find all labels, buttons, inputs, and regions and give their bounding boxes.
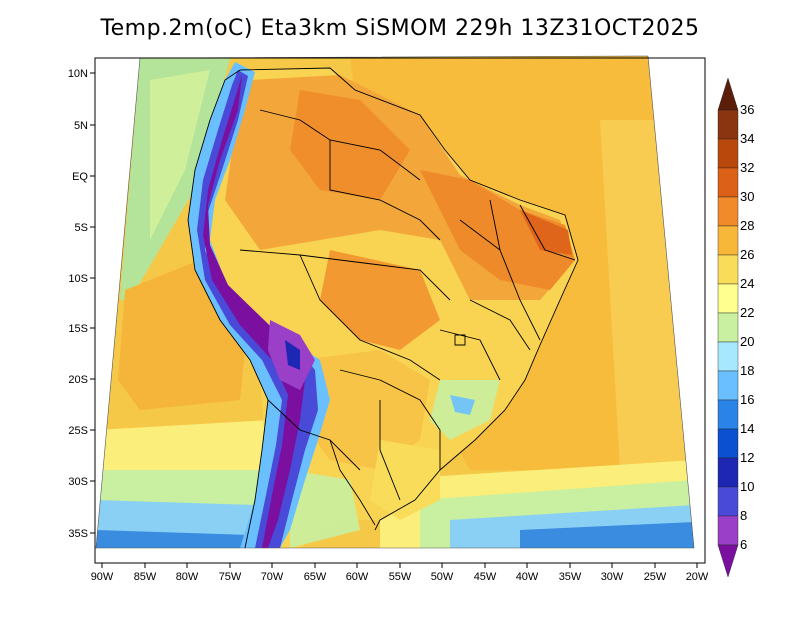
- colorbar-label: 18: [740, 363, 754, 378]
- colorbar-label: 30: [740, 189, 754, 204]
- colorbar: 36 34 32 30 28 26 24 22 20 18 16 14 12 1…: [717, 77, 754, 578]
- colorbar-swatch: [717, 370, 739, 401]
- colorbar-label: 36: [740, 102, 754, 117]
- colorbar-label: 10: [740, 479, 754, 494]
- domain-frame: [95, 55, 695, 549]
- lat-label: 10S: [68, 273, 88, 285]
- lat-label: 35S: [68, 528, 88, 540]
- colorbar-swatch: [717, 167, 739, 198]
- colorbar-swatch: [717, 254, 739, 285]
- lon-label: 30W: [601, 571, 624, 583]
- lon-axis: 90W 85W 80W 75W 70W 65W 60W 55W 50W 45W …: [91, 563, 709, 583]
- lon-label: 90W: [91, 571, 114, 583]
- colorbar-cap-bottom: [717, 544, 739, 578]
- lon-label: 80W: [176, 571, 199, 583]
- colorbar-label: 12: [740, 450, 754, 465]
- colorbar-label: 26: [740, 247, 754, 262]
- lat-label: 5N: [74, 120, 88, 132]
- temperature-field: [96, 56, 694, 548]
- colorbar-label: 32: [740, 160, 754, 175]
- lon-label: 25W: [644, 571, 667, 583]
- colorbar-swatch: [717, 399, 739, 430]
- lat-label: EQ: [72, 171, 88, 183]
- colorbar-label: 20: [740, 334, 754, 349]
- lon-label: 45W: [474, 571, 497, 583]
- lon-label: 50W: [431, 571, 454, 583]
- lon-label: 20W: [686, 571, 709, 583]
- colorbar-swatch: [717, 283, 739, 314]
- lat-label: 20S: [68, 374, 88, 386]
- colorbar-label: 6: [740, 537, 747, 552]
- colorbar-swatch: [717, 225, 739, 256]
- lon-label: 75W: [219, 571, 242, 583]
- lon-label: 55W: [389, 571, 412, 583]
- colorbar-label: 34: [740, 131, 754, 146]
- lat-label: 25S: [68, 425, 88, 437]
- colorbar-label: 8: [740, 508, 747, 523]
- lon-label: 60W: [346, 571, 369, 583]
- colorbar-label: 14: [740, 421, 754, 436]
- boundaries: [187, 67, 579, 549]
- colorbar-swatch: [717, 515, 739, 546]
- colorbar-swatch: [717, 457, 739, 488]
- lon-label: 85W: [134, 571, 157, 583]
- colorbar-swatch: [717, 196, 739, 227]
- lat-label: 15S: [68, 323, 88, 335]
- colorbar-swatch: [717, 486, 739, 517]
- pacific-coast: [187, 69, 269, 549]
- andes: [203, 75, 305, 548]
- colorbar-label: 22: [740, 305, 754, 320]
- colorbar-label: 28: [740, 218, 754, 233]
- colorbar-label: 16: [740, 392, 754, 407]
- atlantic-coast: [239, 67, 579, 531]
- colorbar-swatch: [717, 312, 739, 343]
- colorbar-swatch: [717, 428, 739, 459]
- lat-label: 5S: [75, 222, 88, 234]
- lon-label: 40W: [516, 571, 539, 583]
- lat-axis: 10N 5N EQ 5S 10S 15S 20S 25S 30S 35S: [68, 68, 95, 540]
- colorbar-swatch: [717, 109, 739, 140]
- lon-label: 70W: [261, 571, 284, 583]
- colorbar-swatch: [717, 138, 739, 169]
- colorbar-label: 24: [740, 276, 754, 291]
- lat-label: 10N: [68, 68, 88, 80]
- map-title: Temp.2m(oC) Eta3km SiSMOM 229h 13Z31OCT2…: [100, 16, 700, 41]
- colorbar-swatch: [717, 341, 739, 372]
- lon-label: 65W: [304, 571, 327, 583]
- lat-label: 30S: [68, 476, 88, 488]
- colorbar-cap-top: [717, 77, 739, 111]
- lon-label: 35W: [559, 571, 582, 583]
